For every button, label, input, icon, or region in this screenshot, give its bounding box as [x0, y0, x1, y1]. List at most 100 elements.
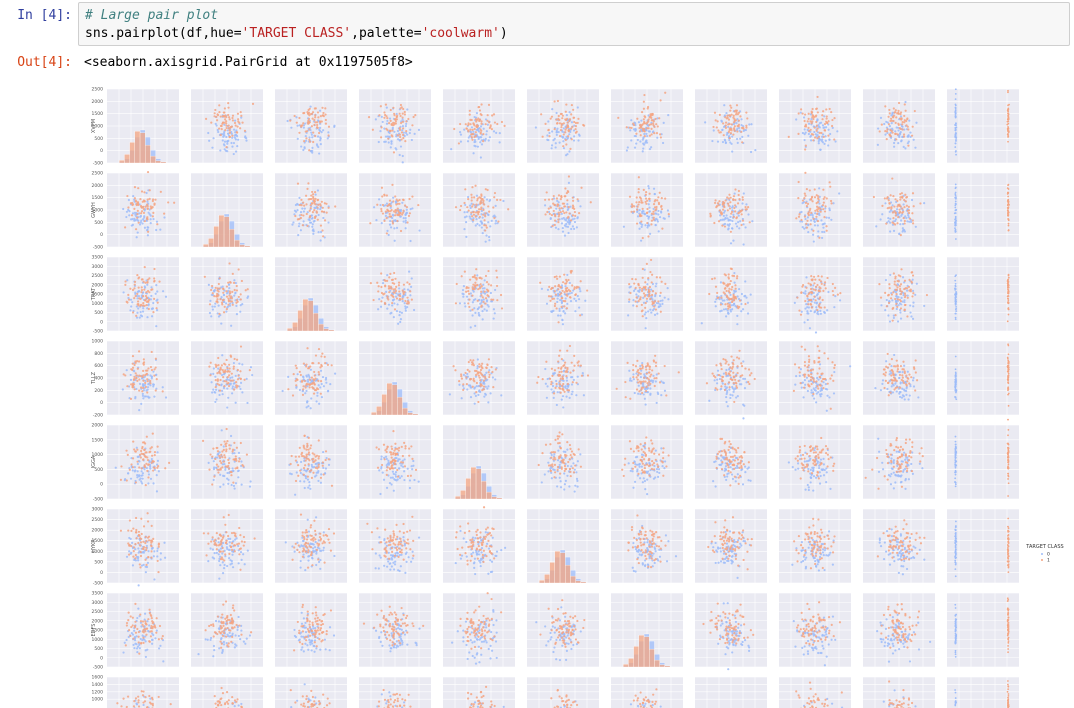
scatter-dot — [319, 208, 322, 211]
scatter-dot — [215, 300, 219, 303]
scatter-dot — [209, 361, 212, 364]
scatter-dot — [124, 226, 127, 229]
scatter-dot — [137, 290, 140, 293]
scatter-dot — [909, 220, 913, 223]
scatter-dot — [231, 290, 234, 294]
scatter-dot — [137, 219, 140, 222]
scatter-dot — [136, 367, 139, 370]
scatter-dot — [470, 135, 473, 139]
scatter-dot — [647, 197, 651, 201]
panel — [191, 172, 263, 248]
scatter-dot — [823, 283, 826, 287]
scatter-dot — [245, 136, 248, 140]
scatter-dot — [239, 304, 242, 307]
hist-bar — [302, 299, 309, 332]
scatter-dot — [730, 113, 733, 116]
scatter-dot — [911, 192, 915, 195]
scatter-dot — [212, 367, 215, 370]
scatter-dot — [312, 199, 315, 202]
scatter-dot — [628, 195, 632, 198]
scatter-dot — [369, 222, 372, 225]
hist-bar — [145, 144, 151, 164]
scatter-dot — [894, 111, 897, 114]
scatter-dot — [730, 127, 733, 130]
scatter-dot — [477, 307, 480, 310]
scatter-dot — [467, 302, 470, 305]
scatter-dot — [220, 389, 224, 392]
strip-dot — [1007, 218, 1009, 220]
scatter-dot — [731, 150, 734, 153]
scatter-dot — [164, 396, 168, 399]
scatter-dot — [404, 307, 407, 310]
scatter-dot — [640, 310, 643, 313]
scatter-dot — [485, 198, 489, 201]
scatter-dot — [148, 298, 151, 302]
scatter-dot — [809, 135, 812, 138]
scatter-dot — [578, 306, 581, 309]
scatter-dot — [484, 240, 487, 243]
scatter-dot — [281, 389, 284, 393]
scatter-dot — [651, 119, 654, 122]
scatter-dot — [896, 208, 899, 211]
scatter-dot — [664, 282, 667, 286]
scatter-dot — [478, 105, 481, 109]
scatter-dot — [481, 318, 484, 321]
hist-bar — [155, 160, 161, 164]
scatter-dot — [637, 121, 641, 124]
scatter-dot — [308, 138, 311, 141]
scatter-dot — [823, 115, 826, 118]
scatter-dot — [797, 215, 801, 218]
scatter-dot — [129, 378, 133, 382]
scatter-dot — [644, 200, 647, 204]
scatter-dot — [641, 223, 644, 226]
scatter-dot — [807, 122, 811, 125]
scatter-dot — [129, 287, 132, 290]
scatter-dot — [225, 310, 228, 313]
scatter-dot — [470, 196, 473, 199]
scatter-dot — [474, 184, 477, 187]
scatter-dot — [386, 307, 389, 310]
scatter-dot — [643, 134, 646, 138]
scatter-dot — [811, 214, 814, 217]
strip-dot — [1007, 295, 1010, 298]
scatter-dot — [822, 110, 825, 113]
scatter-dot — [293, 209, 297, 212]
scatter-dot — [135, 360, 139, 363]
scatter-dot — [391, 216, 394, 220]
scatter-dot — [634, 122, 637, 125]
scatter-dot — [396, 213, 399, 216]
scatter-dot — [495, 284, 499, 288]
scatter-dot — [146, 283, 149, 286]
scatter-dot — [492, 130, 496, 133]
code-cell[interactable]: # Large pair plot sns.pairplot(df,hue='T… — [78, 2, 1070, 46]
y-tick-label: 2000 — [92, 183, 104, 189]
scatter-dot — [626, 146, 629, 149]
scatter-dot — [402, 107, 405, 111]
scatter-dot — [724, 121, 728, 124]
scatter-dot — [914, 293, 917, 296]
scatter-dot — [142, 307, 145, 310]
scatter-dot — [564, 110, 567, 113]
scatter-dot — [813, 224, 817, 227]
scatter-dot — [746, 312, 750, 315]
scatter-dot — [488, 235, 491, 239]
scatter-dot — [464, 305, 467, 308]
scatter-dot — [325, 211, 328, 214]
y-tick-label: -500 — [93, 329, 103, 335]
scatter-dot — [638, 298, 641, 301]
scatter-dot — [290, 126, 293, 129]
scatter-dot — [807, 303, 810, 306]
scatter-dot — [143, 285, 146, 288]
scatter-dot — [152, 370, 155, 373]
scatter-dot — [146, 300, 149, 303]
strip-dot — [1007, 184, 1009, 187]
scatter-dot — [804, 299, 807, 303]
scatter-dot — [811, 120, 814, 123]
strip-dot — [954, 230, 957, 233]
row-label: TRAT — [91, 287, 97, 301]
scatter-dot — [154, 366, 157, 369]
scatter-dot — [137, 187, 140, 190]
scatter-dot — [299, 211, 303, 214]
scatter-dot — [466, 140, 470, 143]
scatter-dot — [564, 297, 567, 300]
